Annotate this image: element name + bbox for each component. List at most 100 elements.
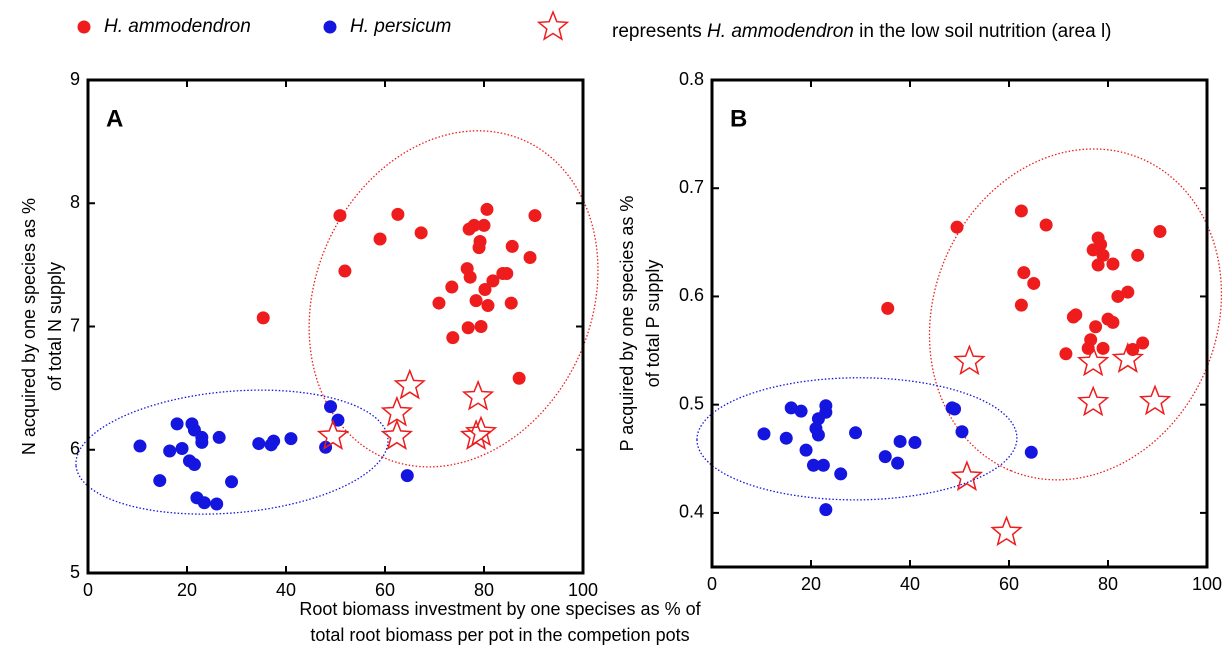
group-ellipse [308,130,599,468]
point [473,234,487,248]
star-point [461,379,495,411]
point [948,402,962,416]
point [256,311,270,325]
point [1084,333,1098,347]
y-tick-label: 6 [70,439,80,459]
star-point [950,460,984,491]
panel-label: A [106,105,123,132]
plot-frame [710,78,1209,569]
y-axis-label: N acquired by one species as % [19,198,39,455]
point [480,202,494,216]
point [478,283,492,297]
point [170,417,184,431]
x-tick-label: 0 [707,574,717,594]
point [197,496,211,510]
group-ellipse [696,377,1018,501]
x-tick-label: 80 [1098,574,1118,594]
point [891,456,905,470]
point [163,444,177,458]
legend-marker [536,9,570,41]
y-tick-label: 0.6 [679,285,704,305]
x-tick-label: 0 [83,580,93,600]
point [523,250,537,264]
x-tick-label: 80 [474,580,494,600]
point [391,207,405,221]
point [893,434,907,448]
point [469,294,483,308]
x-axis-label: total root biomass per pot in the compet… [310,625,689,645]
point [373,232,387,246]
star-point [464,415,498,447]
point [133,439,147,453]
point [1136,336,1150,350]
y-axis-label: of total P supply [643,260,663,388]
point [834,467,848,481]
point [806,458,820,472]
x-tick-label: 20 [801,574,821,594]
point [195,430,209,444]
group-ellipse [928,148,1223,481]
point [512,371,526,385]
legend-marker [323,20,337,34]
legend-text: H. ammodendron [707,21,854,42]
point [333,209,347,223]
point [187,458,201,472]
point [267,434,281,448]
x-tick-label: 40 [900,574,920,594]
point [1014,204,1028,218]
x-axis-label: Root biomass investment by one specises … [299,599,701,619]
point [819,503,833,517]
point [338,264,352,278]
star-point [1138,384,1172,416]
y-tick-label: 0.7 [679,177,704,197]
point [528,209,542,223]
point [445,280,459,294]
y-tick-label: 5 [70,562,80,582]
point [1126,342,1140,356]
y-axis-label: of total N supply [45,262,65,391]
point [486,274,500,288]
star-point [316,419,350,450]
point [1089,320,1103,334]
x-tick-label: 100 [568,580,598,600]
star-point [1076,385,1110,417]
point [799,443,813,457]
point [400,469,414,483]
x-tick-label: 20 [177,580,197,600]
point [819,399,833,413]
point [477,218,491,232]
y-tick-label: 0.8 [679,69,704,89]
point [1106,315,1120,329]
x-tick-label: 60 [375,580,395,600]
y-tick-label: 7 [70,315,80,335]
point [955,425,969,439]
point [414,226,428,240]
point [881,301,895,315]
legend-label: H. ammodendron [104,16,251,37]
point [1017,266,1031,280]
point [1094,237,1108,251]
legend-label: represents H. ammodendron in the low soi… [612,21,1112,42]
point [461,321,475,335]
y-axis-label: P acquired by one species as % [617,196,637,452]
point [1069,308,1083,322]
point [474,320,488,333]
x-tick-label: 100 [1192,574,1222,594]
point [1027,276,1041,290]
legend-marker [77,20,91,34]
point [331,413,345,427]
point [481,299,495,313]
point [467,218,481,232]
point [504,296,518,310]
x-tick-label: 40 [276,580,296,600]
group-ellipse [75,389,389,515]
point [1096,248,1110,262]
point [1014,298,1028,312]
y-tick-label: 0.5 [679,393,704,413]
point [1096,341,1110,355]
point [1059,347,1073,361]
point [779,431,793,445]
point [811,428,825,442]
point [284,432,298,446]
